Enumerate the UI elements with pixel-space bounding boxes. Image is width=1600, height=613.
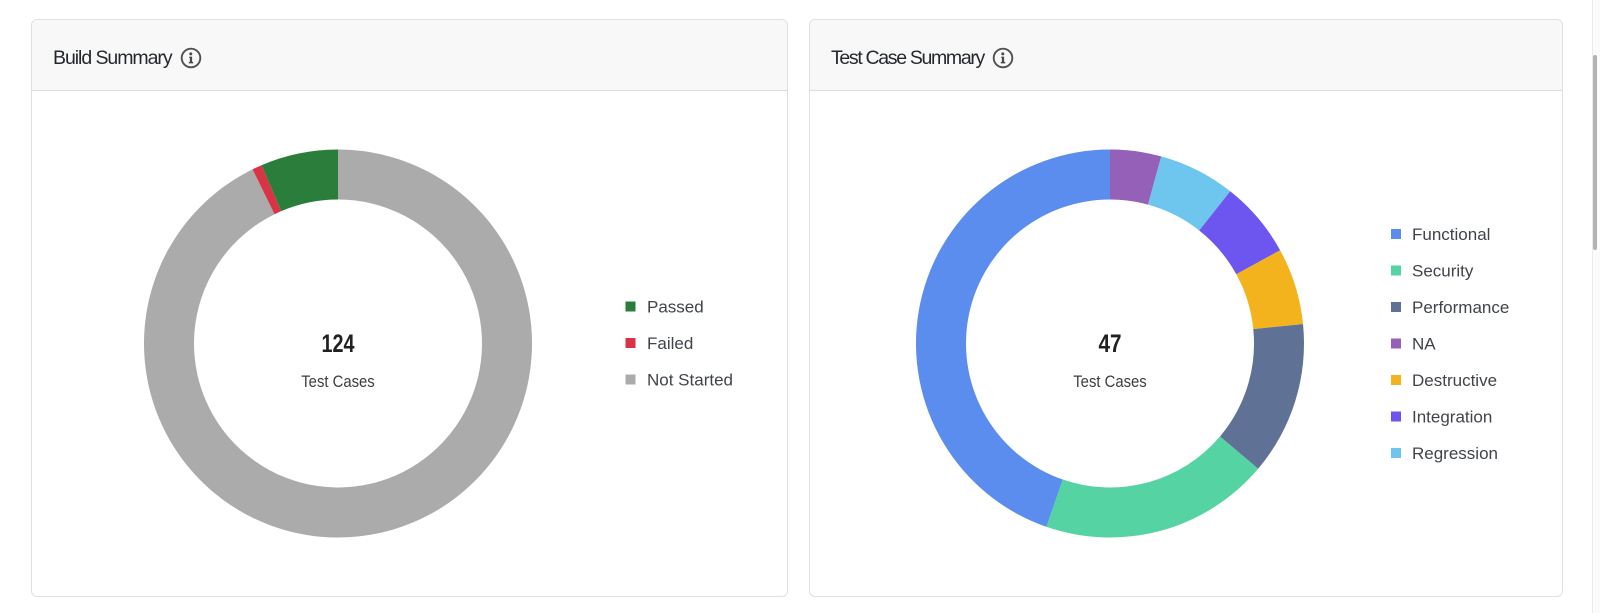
- svg-text:Destructive: Destructive: [1412, 371, 1497, 390]
- svg-text:Passed: Passed: [647, 298, 704, 317]
- svg-text:Test Cases: Test Cases: [301, 373, 375, 391]
- svg-text:Failed: Failed: [647, 334, 693, 353]
- svg-text:Integration: Integration: [1412, 408, 1492, 427]
- svg-text:Performance: Performance: [1412, 298, 1509, 317]
- svg-text:Regression: Regression: [1412, 444, 1498, 463]
- svg-text:Security: Security: [1412, 262, 1474, 281]
- svg-text:Functional: Functional: [1412, 225, 1490, 244]
- svg-text:Test Cases: Test Cases: [1073, 373, 1147, 391]
- svg-text:47: 47: [1099, 330, 1122, 358]
- svg-text:NA: NA: [1412, 335, 1436, 354]
- svg-text:Not Started: Not Started: [647, 371, 733, 390]
- svg-text:124: 124: [322, 330, 355, 358]
